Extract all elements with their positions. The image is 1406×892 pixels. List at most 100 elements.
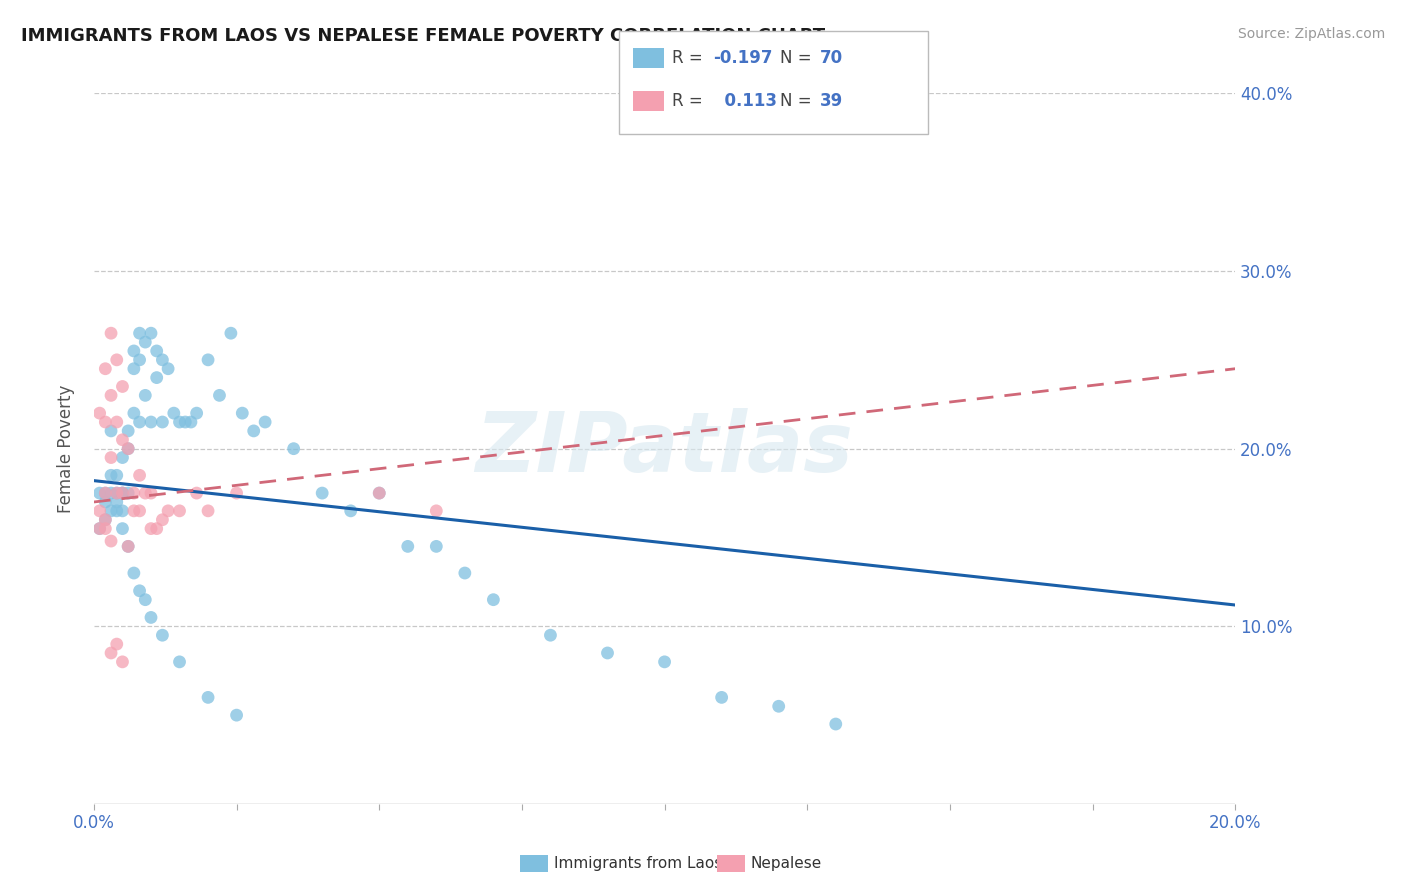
Point xyxy=(94,415,117,429)
Point xyxy=(94,486,117,500)
Point xyxy=(482,592,505,607)
Point xyxy=(100,424,122,438)
Point xyxy=(169,655,191,669)
Point xyxy=(111,522,134,536)
Point xyxy=(105,468,128,483)
Point xyxy=(105,486,128,500)
Point xyxy=(117,424,139,438)
Point xyxy=(134,388,156,402)
Point xyxy=(100,450,122,465)
Text: 0.113: 0.113 xyxy=(713,92,778,110)
Point xyxy=(122,504,145,518)
Point xyxy=(208,388,231,402)
Text: -0.197: -0.197 xyxy=(713,49,772,67)
Point xyxy=(105,637,128,651)
Point xyxy=(111,450,134,465)
Point xyxy=(94,495,117,509)
Text: R =: R = xyxy=(672,49,709,67)
Point xyxy=(111,486,134,500)
Point xyxy=(89,486,111,500)
Point xyxy=(225,486,247,500)
Point xyxy=(824,717,846,731)
Point xyxy=(117,486,139,500)
Point xyxy=(105,486,128,500)
Point xyxy=(111,486,134,500)
Point xyxy=(111,379,134,393)
Point xyxy=(105,352,128,367)
Text: Source: ZipAtlas.com: Source: ZipAtlas.com xyxy=(1237,27,1385,41)
Point xyxy=(111,486,134,500)
Point xyxy=(157,504,180,518)
Point xyxy=(122,343,145,358)
Point xyxy=(454,566,477,580)
Text: R =: R = xyxy=(672,92,703,110)
Point xyxy=(100,534,122,549)
Point xyxy=(128,468,150,483)
Y-axis label: Female Poverty: Female Poverty xyxy=(58,384,75,513)
Point xyxy=(128,326,150,341)
Point xyxy=(180,415,202,429)
Point xyxy=(128,415,150,429)
Point xyxy=(122,361,145,376)
Point xyxy=(139,486,162,500)
Point xyxy=(111,504,134,518)
Text: Nepalese: Nepalese xyxy=(751,856,823,871)
Point xyxy=(311,486,333,500)
Point xyxy=(94,522,117,536)
Point xyxy=(368,486,391,500)
Point xyxy=(425,504,447,518)
Point xyxy=(231,406,253,420)
Point xyxy=(710,690,733,705)
Point xyxy=(538,628,561,642)
Point xyxy=(152,513,174,527)
Point xyxy=(152,415,174,429)
Point xyxy=(157,361,180,376)
Point xyxy=(117,540,139,554)
Point xyxy=(186,406,208,420)
Point xyxy=(94,486,117,500)
Point xyxy=(134,334,156,349)
Point xyxy=(128,504,150,518)
Point xyxy=(134,486,156,500)
Point xyxy=(100,504,122,518)
Point xyxy=(94,361,117,376)
Point xyxy=(94,513,117,527)
Point xyxy=(396,540,419,554)
Text: Immigrants from Laos: Immigrants from Laos xyxy=(554,856,723,871)
Point xyxy=(283,442,305,456)
Text: IMMIGRANTS FROM LAOS VS NEPALESE FEMALE POVERTY CORRELATION CHART: IMMIGRANTS FROM LAOS VS NEPALESE FEMALE … xyxy=(21,27,825,45)
Point xyxy=(134,592,156,607)
Point xyxy=(368,486,391,500)
Point xyxy=(145,370,167,384)
Point xyxy=(111,655,134,669)
Point xyxy=(122,486,145,500)
Point xyxy=(105,504,128,518)
Text: ZIPatlas: ZIPatlas xyxy=(475,409,853,489)
Point xyxy=(100,468,122,483)
Point xyxy=(128,352,150,367)
Point xyxy=(169,504,191,518)
Point xyxy=(225,708,247,723)
Point xyxy=(139,610,162,624)
Point xyxy=(89,522,111,536)
Point xyxy=(117,442,139,456)
Point xyxy=(163,406,186,420)
Point xyxy=(105,495,128,509)
Point xyxy=(139,522,162,536)
Text: 39: 39 xyxy=(820,92,844,110)
Point xyxy=(197,690,219,705)
Point xyxy=(152,352,174,367)
Point xyxy=(89,406,111,420)
Point xyxy=(139,326,162,341)
Point xyxy=(145,522,167,536)
Point xyxy=(100,486,122,500)
Point xyxy=(117,540,139,554)
Point xyxy=(111,433,134,447)
Point xyxy=(89,504,111,518)
Point xyxy=(117,442,139,456)
Point xyxy=(152,628,174,642)
Point xyxy=(122,566,145,580)
Text: N =: N = xyxy=(780,92,811,110)
Point xyxy=(174,415,197,429)
Point xyxy=(100,646,122,660)
